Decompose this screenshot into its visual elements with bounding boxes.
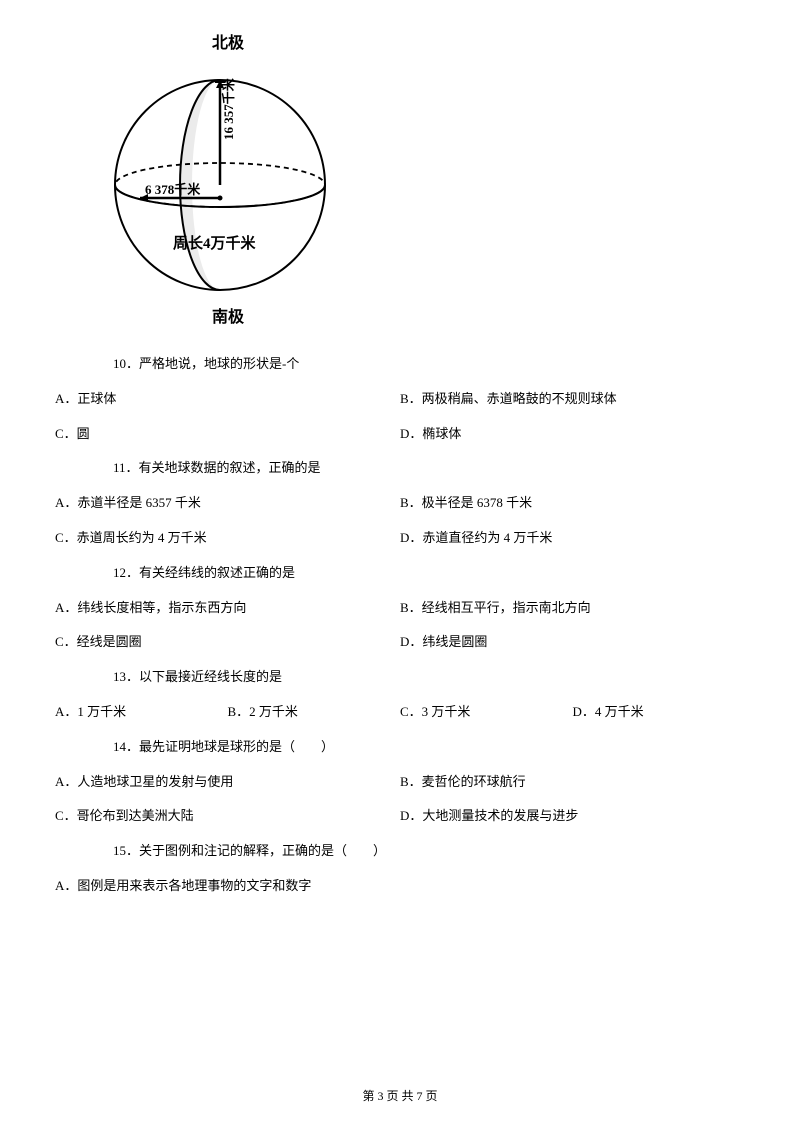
question-15: 15．关于图例和注记的解释，正确的是（ ） (113, 841, 745, 862)
question-text: ．关于图例和注记的解释，正确的是（ ） (126, 843, 386, 858)
question-number: 14 (113, 739, 126, 754)
option-a: A．人造地球卫星的发射与使用 (55, 772, 400, 793)
polar-radius-label: 16 357千米 (221, 77, 236, 140)
option-a: A．赤道半径是 6357 千米 (55, 493, 400, 514)
question-number: 11 (113, 460, 126, 475)
option-d: D．纬线是圆圈 (400, 632, 745, 653)
option-a: A．纬线长度相等，指示东西方向 (55, 598, 400, 619)
question-11: 11．有关地球数据的叙述，正确的是 (113, 458, 745, 479)
q11-options-row2: C．赤道周长约为 4 万千米 D．赤道直径约为 4 万千米 (55, 528, 745, 549)
option-d: D．大地测量技术的发展与进步 (400, 806, 745, 827)
option-c: C．3 万千米 (400, 702, 573, 723)
question-text: ．严格地说，地球的形状是-个 (126, 356, 299, 371)
earth-svg: 北极 16 357千米 6 378千米 周长4万千米 南极 (105, 30, 335, 330)
option-b: B．麦哲伦的环球航行 (400, 772, 745, 793)
question-text: ．最先证明地球是球形的是（ ） (126, 739, 334, 754)
q10-options-row1: A．正球体 B．两极稍扁、赤道略鼓的不规则球体 (55, 389, 745, 410)
option-c: C．赤道周长约为 4 万千米 (55, 528, 400, 549)
option-b: B．经线相互平行，指示南北方向 (400, 598, 745, 619)
option-d: D．赤道直径约为 4 万千米 (400, 528, 745, 549)
q11-options-row1: A．赤道半径是 6357 千米 B．极半径是 6378 千米 (55, 493, 745, 514)
question-text: ．以下最接近经线长度的是 (126, 669, 282, 684)
option-d: D．4 万千米 (573, 702, 746, 723)
q13-options: A．1 万千米 B．2 万千米 C．3 万千米 D．4 万千米 (55, 702, 745, 723)
south-pole-label: 南极 (212, 307, 245, 326)
option-d: D．椭球体 (400, 424, 745, 445)
question-text: ．有关地球数据的叙述，正确的是 (126, 460, 321, 475)
question-10: 10．严格地说，地球的形状是-个 (113, 354, 745, 375)
option-c: C．圆 (55, 424, 400, 445)
question-number: 15 (113, 843, 126, 858)
question-13: 13．以下最接近经线长度的是 (113, 667, 745, 688)
circumference-label: 周长4万千米 (173, 234, 257, 252)
q14-options-row1: A．人造地球卫星的发射与使用 B．麦哲伦的环球航行 (55, 772, 745, 793)
option-a: A．正球体 (55, 389, 400, 410)
question-number: 12 (113, 565, 126, 580)
option-c: C．哥伦布到达美洲大陆 (55, 806, 400, 827)
q15-option-a: A．图例是用来表示各地理事物的文字和数字 (55, 876, 745, 897)
q14-options-row2: C．哥伦布到达美洲大陆 D．大地测量技术的发展与进步 (55, 806, 745, 827)
equatorial-radius-label: 6 378千米 (145, 182, 201, 197)
page-footer: 第 3 页 共 7 页 (0, 1087, 800, 1104)
north-pole-label: 北极 (212, 33, 245, 52)
option-b: B．2 万千米 (228, 702, 401, 723)
q10-options-row2: C．圆 D．椭球体 (55, 424, 745, 445)
option-a: A．1 万千米 (55, 702, 228, 723)
q12-options-row2: C．经线是圆圈 D．纬线是圆圈 (55, 632, 745, 653)
option-c: C．经线是圆圈 (55, 632, 400, 653)
q12-options-row1: A．纬线长度相等，指示东西方向 B．经线相互平行，指示南北方向 (55, 598, 745, 619)
question-number: 10 (113, 356, 126, 371)
question-14: 14．最先证明地球是球形的是（ ） (113, 737, 745, 758)
question-12: 12．有关经纬线的叙述正确的是 (113, 563, 745, 584)
question-number: 13 (113, 669, 126, 684)
option-b: B．极半径是 6378 千米 (400, 493, 745, 514)
earth-diagram: 北极 16 357千米 6 378千米 周长4万千米 南极 (105, 30, 745, 334)
question-text: ．有关经纬线的叙述正确的是 (126, 565, 295, 580)
option-b: B．两极稍扁、赤道略鼓的不规则球体 (400, 389, 745, 410)
